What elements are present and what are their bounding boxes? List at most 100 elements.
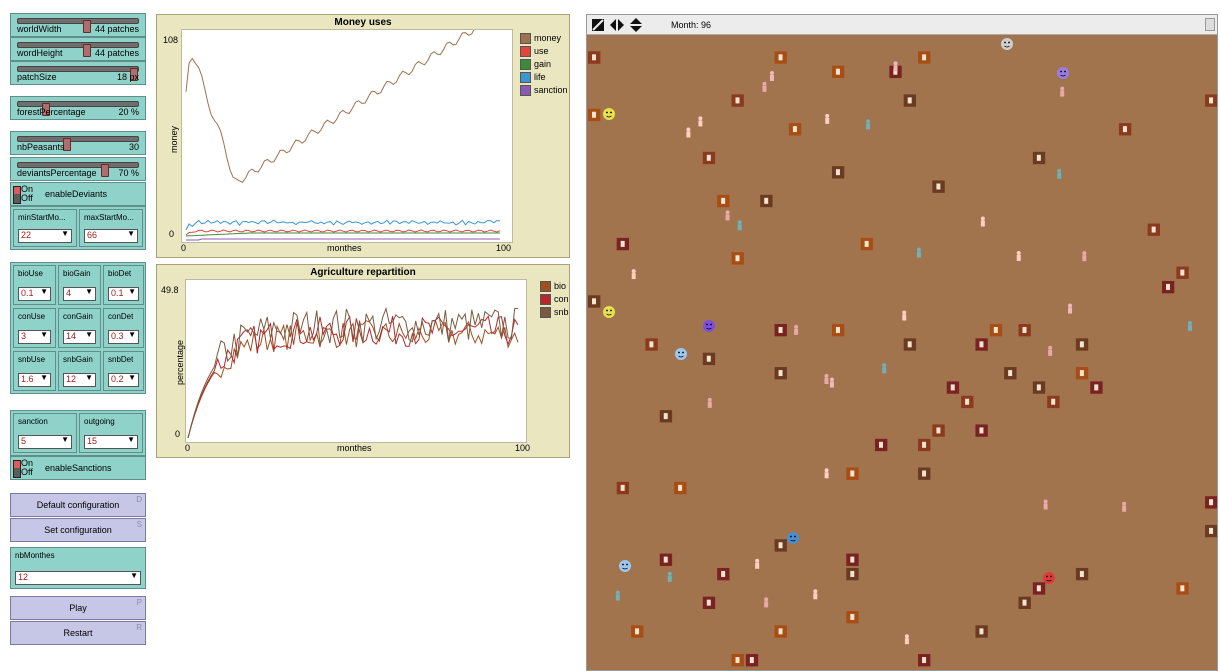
- chooser-label: nbMonthes: [15, 551, 55, 560]
- chooser-label: bioGain: [63, 269, 91, 278]
- house: [860, 237, 873, 251]
- peasant: [829, 377, 834, 388]
- snbuse-chooser[interactable]: snbUse 1.6 ▼: [13, 351, 56, 391]
- house: [731, 654, 744, 667]
- deviantspercentage-slider[interactable]: deviantsPercentage 70 %: [10, 157, 146, 181]
- chooser-box[interactable]: 15 ▼: [84, 435, 138, 449]
- peasant: [980, 216, 985, 227]
- slider-thumb[interactable]: [130, 68, 138, 81]
- nbmonthes-chooser[interactable]: nbMonthes 12 ▼: [10, 547, 146, 589]
- slider-track[interactable]: [17, 18, 139, 33]
- horizontal-arrows-icon[interactable]: [609, 18, 625, 32]
- resize-icon[interactable]: [591, 18, 605, 32]
- snbdet-chooser[interactable]: snbDet 0.2 ▼: [103, 351, 144, 391]
- chooser-box[interactable]: 22 ▼: [18, 229, 72, 243]
- dropdown-arrow-icon: ▼: [127, 229, 135, 238]
- legend-swatch: [540, 281, 551, 293]
- chooser-box[interactable]: 4 ▼: [63, 287, 96, 301]
- play-button[interactable]: Play P: [10, 596, 146, 620]
- house: [1162, 280, 1175, 294]
- vertical-arrows-icon[interactable]: [629, 17, 643, 33]
- legend-item-snb: snb: [540, 307, 569, 319]
- slider-track[interactable]: [17, 42, 139, 57]
- chooser-box[interactable]: 3 ▼: [18, 330, 51, 344]
- world-grid: [588, 38, 1217, 667]
- outgoing-chooser[interactable]: outgoing 15 ▼: [79, 413, 143, 453]
- slider-track[interactable]: [17, 101, 139, 116]
- forestpercentage-slider[interactable]: forestPercentage 20 %: [10, 96, 146, 120]
- chooser-box[interactable]: 12 ▼: [63, 373, 96, 387]
- biouse-chooser[interactable]: bioUse 0.1 ▼: [13, 265, 56, 305]
- button-label: Set configuration: [44, 525, 112, 535]
- slider-track[interactable]: [17, 162, 139, 177]
- peasant: [764, 597, 769, 608]
- money-uses-chart: [185, 12, 501, 241]
- chooser-box[interactable]: 0.1 ▼: [108, 287, 139, 301]
- worldheight-slider[interactable]: wordHeight 44 patches: [10, 37, 146, 61]
- peasant: [904, 634, 909, 645]
- slider-thumb[interactable]: [42, 103, 50, 116]
- slider-thumb[interactable]: [83, 44, 91, 57]
- shortcut-key: S: [136, 520, 142, 529]
- house: [989, 324, 1003, 337]
- conuse-chooser[interactable]: conUse 3 ▼: [13, 308, 56, 348]
- biodet-chooser[interactable]: bioDet 0.1 ▼: [103, 265, 144, 305]
- set-configuration-button[interactable]: Set configuration S: [10, 518, 146, 542]
- x-axis-label: monthes: [337, 443, 372, 453]
- chooser-box[interactable]: 66 ▼: [84, 229, 138, 243]
- chooser-value: 22: [21, 230, 32, 240]
- house: [846, 611, 859, 624]
- default-configuration-button[interactable]: Default configuration D: [10, 493, 146, 517]
- face-icon: [619, 560, 631, 572]
- legend-item-use: use: [520, 46, 549, 58]
- menu-icon[interactable]: [1205, 18, 1215, 31]
- enablesanctions-switch[interactable]: On Off enableSanctions: [10, 456, 146, 480]
- chooser-box[interactable]: 12 ▼: [15, 571, 141, 585]
- chooser-box[interactable]: 5 ▼: [18, 435, 72, 449]
- peasant: [824, 468, 829, 479]
- slider-track[interactable]: [17, 136, 139, 151]
- use-line: [185, 229, 501, 236]
- enabledeviants-switch[interactable]: On Off enableDeviants: [10, 182, 146, 206]
- slider-label: wordHeight: [17, 48, 63, 58]
- chooser-box[interactable]: 0.1 ▼: [18, 287, 51, 301]
- maxstartmonth-chooser[interactable]: maxStartMo... 66 ▼: [79, 209, 143, 247]
- sanction-chooser[interactable]: sanction 5 ▼: [13, 413, 77, 453]
- snbgain-chooser[interactable]: snbGain 12 ▼: [58, 351, 101, 391]
- house: [659, 410, 673, 423]
- worldwidth-slider[interactable]: worldWidth 44 patches: [10, 13, 146, 37]
- plot-area: [181, 12, 513, 243]
- slider-thumb[interactable]: [63, 138, 71, 151]
- chooser-box[interactable]: 0.3 ▼: [108, 330, 139, 344]
- peasant: [824, 373, 829, 384]
- chooser-label: conDet: [108, 312, 134, 321]
- restart-button[interactable]: Restart R: [10, 621, 146, 645]
- toggle-icon[interactable]: [13, 186, 21, 204]
- house: [1147, 223, 1160, 236]
- slider-thumb[interactable]: [101, 164, 109, 177]
- chooser-value: 0.1: [111, 288, 124, 298]
- chooser-box[interactable]: 1.6 ▼: [18, 373, 51, 387]
- peasant: [794, 324, 799, 335]
- button-label: Restart: [63, 628, 93, 638]
- biogain-chooser[interactable]: bioGain 4 ▼: [58, 265, 101, 305]
- minstartmonth-chooser[interactable]: minStartMo... 22 ▼: [13, 209, 77, 247]
- chooser-value: 4: [66, 288, 72, 298]
- toggle-icon[interactable]: [13, 460, 21, 478]
- dropdown-arrow-icon: ▼: [85, 287, 93, 296]
- chooser-box[interactable]: 14 ▼: [63, 330, 96, 344]
- house: [946, 381, 960, 394]
- patchsize-slider[interactable]: patchSize 18 px: [10, 61, 146, 85]
- dropdown-arrow-icon: ▼: [130, 571, 138, 580]
- chooser-label: conUse: [18, 312, 46, 321]
- slider-track[interactable]: [17, 66, 139, 81]
- slider-thumb[interactable]: [83, 20, 91, 33]
- chooser-box[interactable]: 0.2 ▼: [108, 373, 139, 387]
- house: [1205, 496, 1217, 509]
- condet-chooser[interactable]: conDet 0.3 ▼: [103, 308, 144, 348]
- world-view[interactable]: Month: 96: [586, 14, 1218, 671]
- congain-chooser[interactable]: conGain 14 ▼: [58, 308, 101, 348]
- house: [918, 467, 931, 480]
- legend-label: snb: [554, 307, 569, 317]
- nbpeasants-slider[interactable]: nbPeasants 30: [10, 131, 146, 155]
